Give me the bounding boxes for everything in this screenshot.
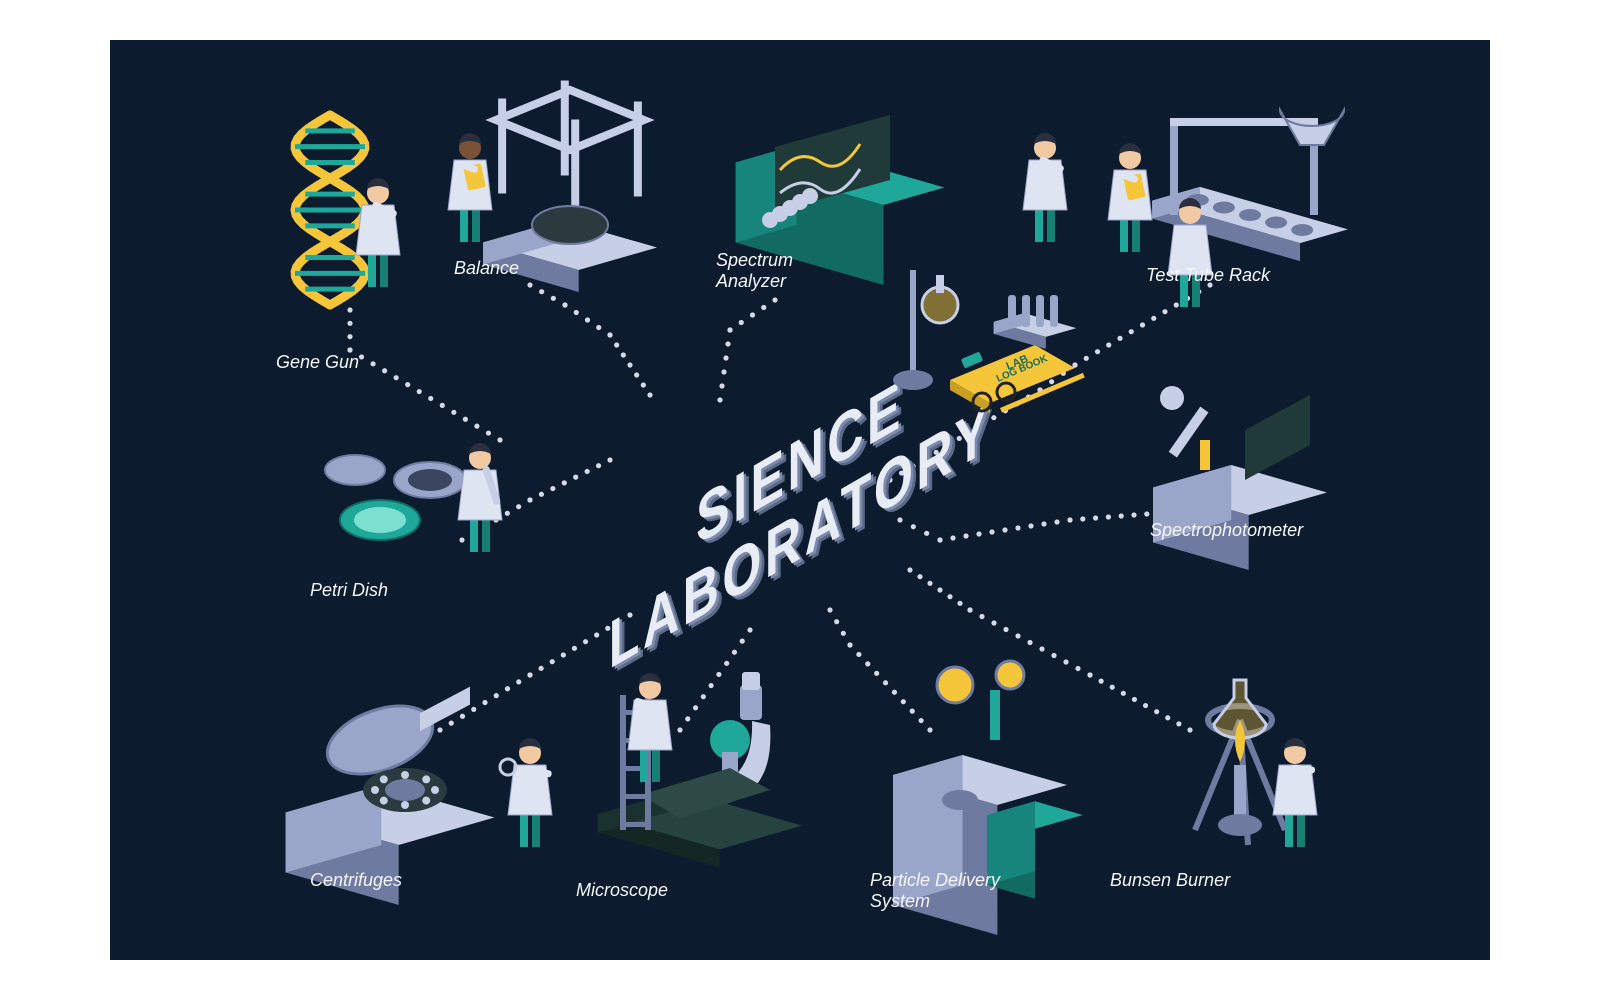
label-microscope: Microscope: [576, 880, 668, 901]
label-spectrum: Spectrum Analyzer: [716, 250, 793, 292]
label-centrifuge: Centrifuges: [310, 870, 402, 891]
label-bunsen: Bunsen Burner: [1110, 870, 1230, 891]
label-tube_rack: Test Tube Rack: [1146, 265, 1270, 286]
label-particle: Particle Delivery System: [870, 870, 1000, 912]
label-gene_gun: Gene Gun: [276, 352, 359, 373]
label-balance: Balance: [454, 258, 519, 279]
label-petri: Petri Dish: [310, 580, 388, 601]
infographic-stage: SIENCE LABORATORY LABLOG BOOK Gene GunBa…: [110, 40, 1490, 960]
label-spectro: Spectrophotometer: [1150, 520, 1303, 541]
